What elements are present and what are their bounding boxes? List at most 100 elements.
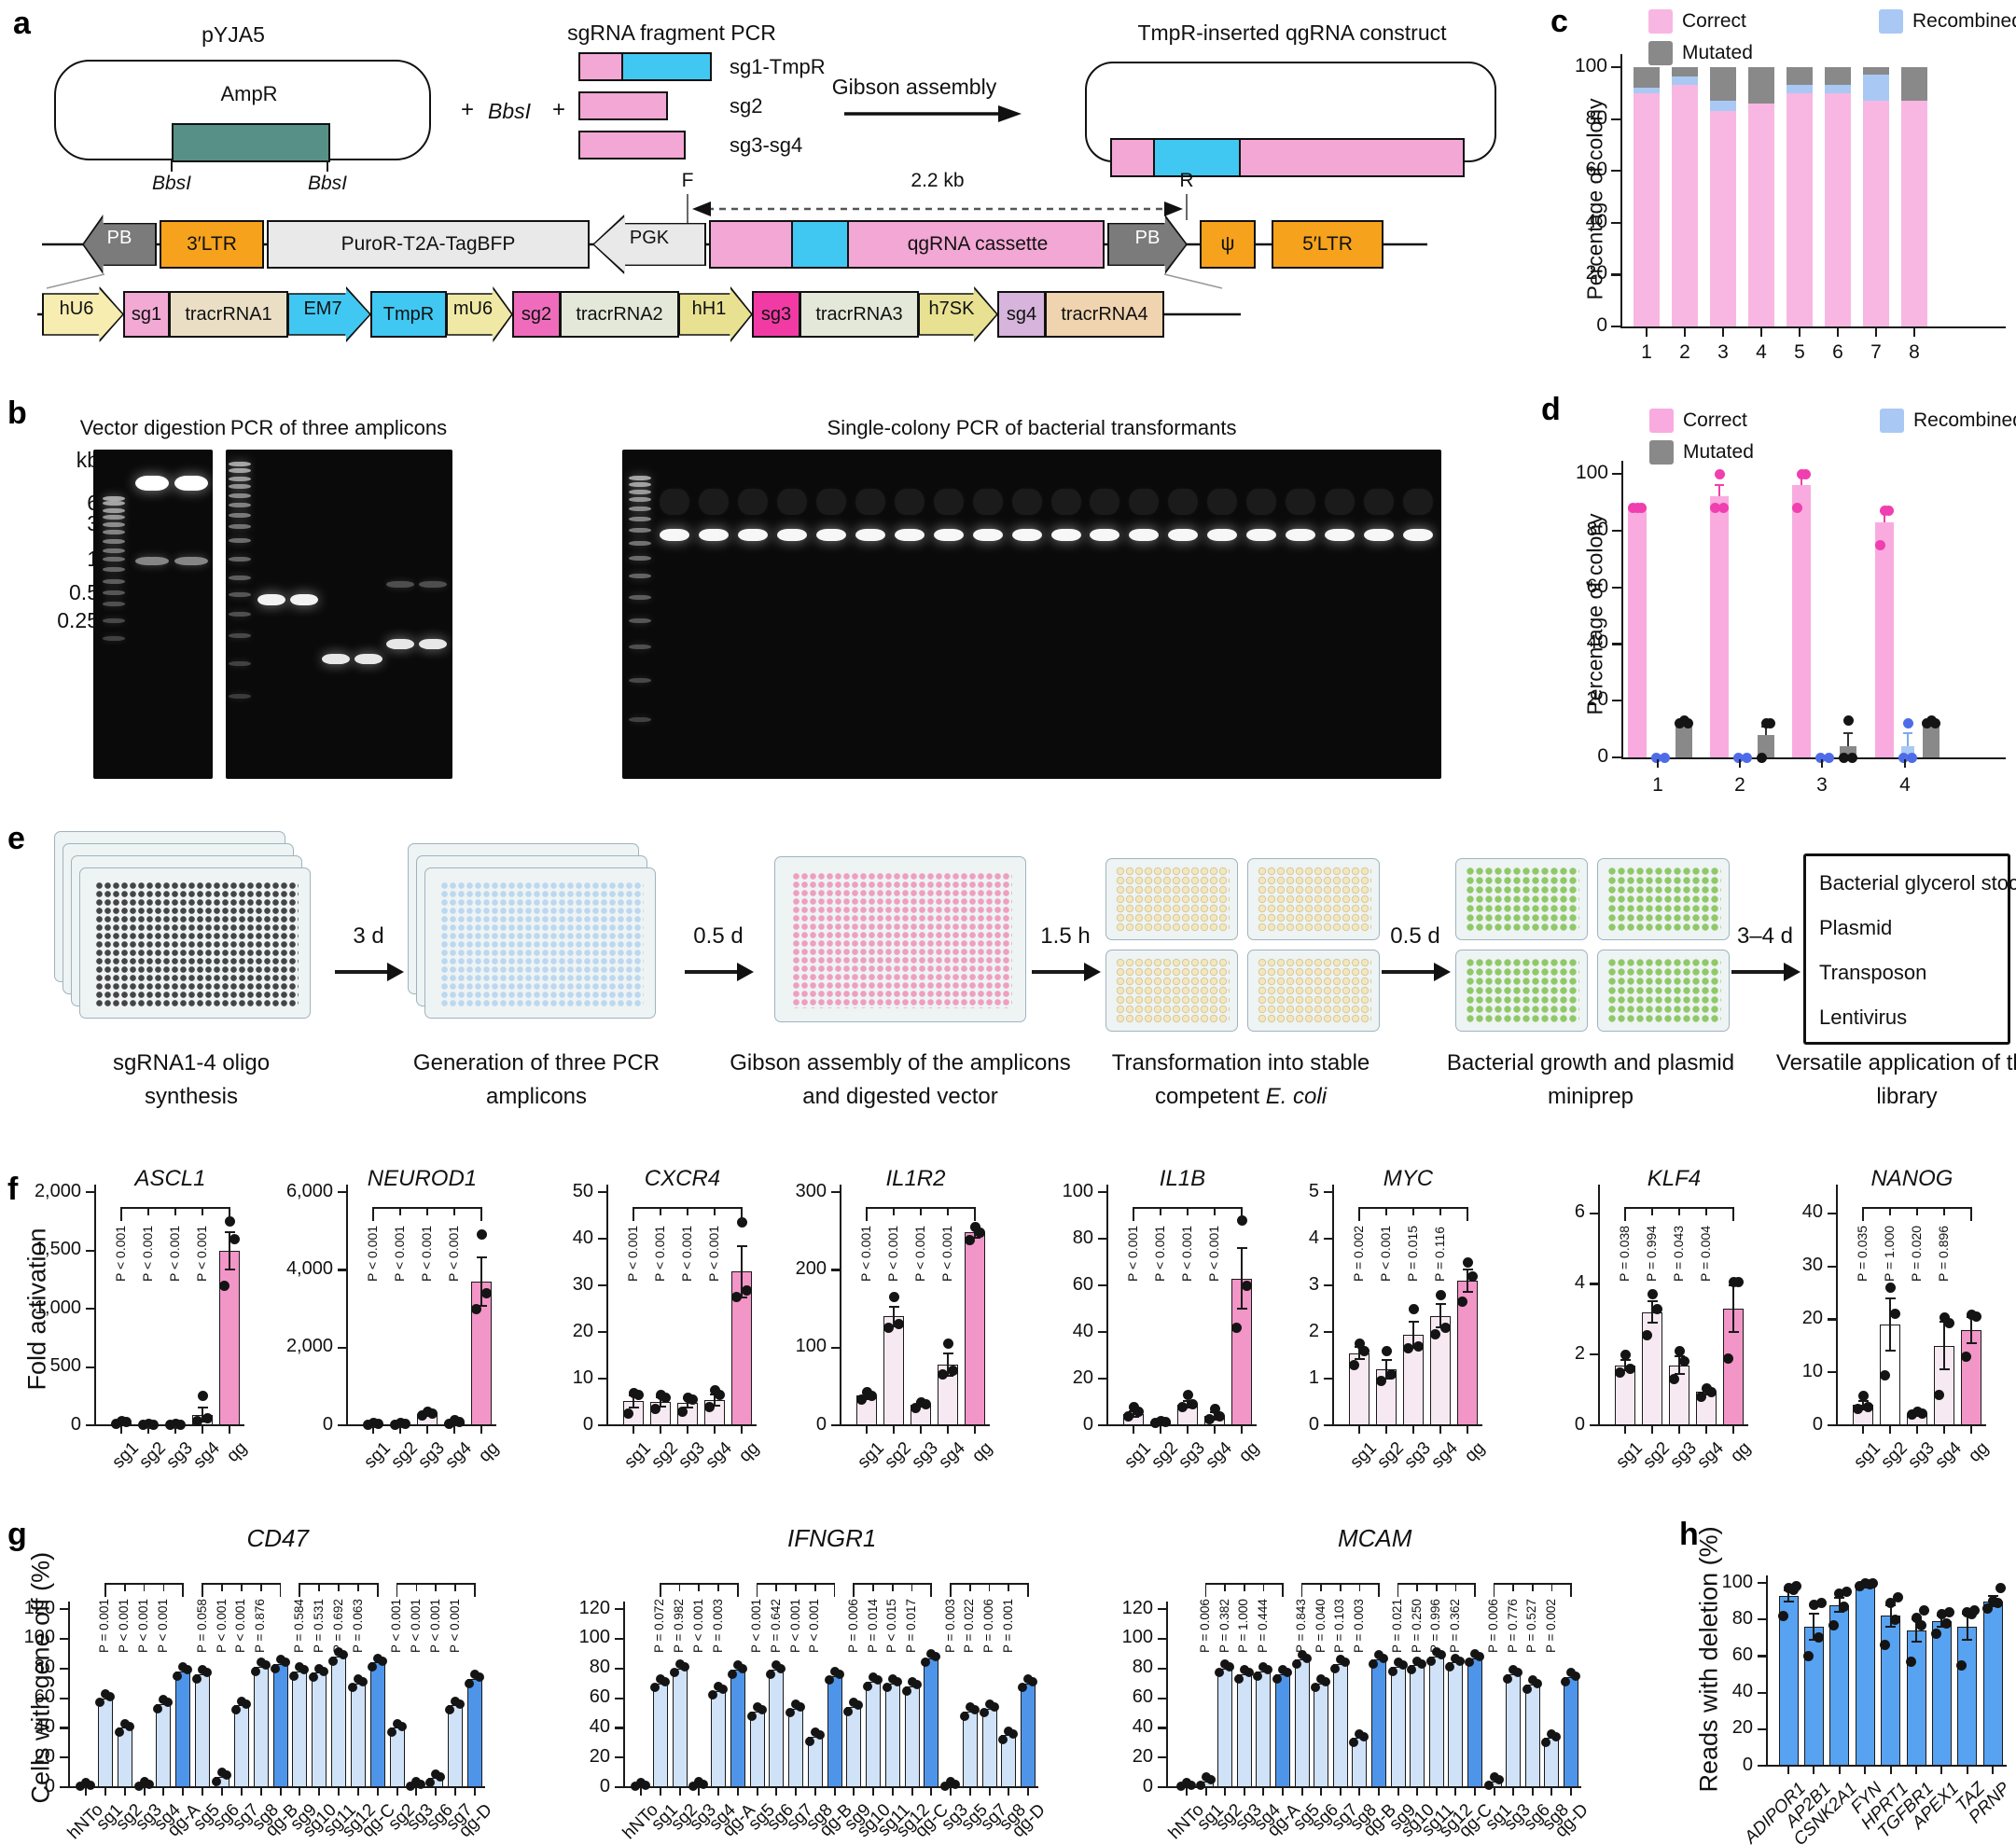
line <box>1783 1600 1794 1602</box>
line <box>229 1207 230 1221</box>
gel-band <box>229 468 251 474</box>
line <box>1531 1788 1534 1796</box>
gel-band <box>629 541 651 547</box>
line <box>1224 1583 1227 1591</box>
bar-FYN <box>1855 1584 1875 1766</box>
gel-band <box>229 476 251 481</box>
line <box>687 1207 688 1215</box>
line <box>1243 1583 1245 1591</box>
well-grid <box>440 881 644 1006</box>
y-tick-label: 60 <box>1132 1686 1153 1708</box>
data-point-dot <box>1445 1662 1455 1672</box>
gel-band <box>1168 489 1199 516</box>
stacked-segment-Correct <box>1710 111 1736 326</box>
line <box>831 1191 840 1194</box>
data-point-dot <box>1814 752 1826 763</box>
data-point-dot <box>1641 1329 1652 1340</box>
gel-band <box>103 521 125 527</box>
gel-band <box>698 489 729 516</box>
line <box>1943 1322 1945 1370</box>
line <box>775 1788 778 1796</box>
y-axis-title: Percentage of colony <box>1582 513 1607 715</box>
bar-sg5 <box>195 1674 211 1787</box>
data-point-dot <box>224 1215 235 1227</box>
p-value-label: P < 0.001 <box>233 1599 248 1653</box>
y-tick-label: 40 <box>572 1227 593 1248</box>
y-tick-label: 300 <box>795 1180 827 1201</box>
gel-band <box>1286 489 1316 516</box>
data-point-dot <box>1756 752 1767 763</box>
cassette-element-sg4: sg4 <box>997 291 1046 338</box>
data-point-dot <box>1239 1665 1249 1675</box>
y-tick-label: 0 <box>582 1413 593 1435</box>
data-point-dot <box>124 1721 134 1731</box>
line <box>1992 1767 1995 1774</box>
panel-label-a: a <box>13 6 31 41</box>
gel-band <box>933 529 964 542</box>
y-tick-label: 4 <box>1574 1272 1585 1294</box>
data-point-dot <box>1023 1673 1033 1684</box>
p-value-label: P = 0.996 <box>1428 1599 1443 1653</box>
stacked-segment-Mutated <box>1901 67 1927 102</box>
data-point-dot <box>1893 1592 1904 1603</box>
data-point-dot <box>1701 1382 1712 1394</box>
line <box>1620 1358 1631 1361</box>
y-tick-label: 0 <box>322 1413 333 1435</box>
line <box>86 1191 94 1194</box>
stacked-segment-Correct <box>1634 92 1660 326</box>
ampr-label: AmpR <box>220 82 278 105</box>
data-point-dot <box>907 1676 917 1686</box>
data-point-dot <box>86 1781 95 1791</box>
bar-sg6 <box>1524 1685 1540 1787</box>
data-point-dot <box>372 1653 382 1663</box>
gel-title: PCR of three amplicons <box>229 416 448 439</box>
line <box>795 1583 797 1591</box>
panel-label-e: e <box>7 821 25 856</box>
line <box>968 1583 971 1591</box>
line <box>480 1426 482 1434</box>
x-tick-label: 1 <box>1652 774 1663 796</box>
bar-qg-D <box>467 1678 482 1787</box>
p-value-label: P = 0.994 <box>1644 1225 1660 1282</box>
p-value-label: P = 0.006 <box>1486 1599 1501 1653</box>
line <box>318 1583 321 1591</box>
p-value-label: P = 0.527 <box>1524 1599 1539 1653</box>
line <box>1970 1207 1972 1221</box>
line <box>1758 1582 1766 1585</box>
line <box>1875 328 1877 337</box>
gel-band <box>629 489 651 494</box>
line <box>1903 732 1912 735</box>
data-point-dot <box>1182 1390 1193 1400</box>
line <box>240 1788 243 1796</box>
y-tick-label: 20 <box>589 1745 610 1767</box>
gel-band <box>1129 489 1160 516</box>
data-point-dot <box>703 1401 715 1412</box>
line <box>685 970 739 974</box>
gel-band <box>1403 489 1434 516</box>
data-point-dot <box>911 1680 922 1690</box>
y-tick-label: 5 <box>1308 1180 1319 1201</box>
y-tick-label: 6,000 <box>285 1180 333 1201</box>
p-value-label: P < 0.001 <box>113 1225 129 1282</box>
line <box>1358 1207 1360 1221</box>
p-value-label: P = 0.035 <box>1855 1225 1870 1282</box>
p-value-label: P = 0.003 <box>710 1599 725 1653</box>
x-tick-label: 1 <box>1641 341 1652 363</box>
line <box>698 1788 701 1796</box>
data-point-dot <box>1890 1614 1901 1625</box>
p-value-label: P < 0.001 <box>706 1225 722 1282</box>
map-arrow-label: PB <box>1134 228 1161 248</box>
line <box>606 1424 757 1427</box>
y-tick-label: 500 <box>49 1355 81 1377</box>
p-value-label: P < 0.015 <box>884 1599 899 1653</box>
data-point-dot <box>998 1735 1008 1745</box>
p-value-label: P < 0.001 <box>625 1225 641 1282</box>
caption-text: Gibson assembly of the amplicons <box>730 1050 1071 1075</box>
fragment-label: sg2 <box>730 94 763 118</box>
line <box>687 1426 688 1434</box>
data-point-dot <box>959 1711 969 1721</box>
line <box>1612 586 1621 589</box>
flow-arrow-head <box>1784 963 1800 981</box>
y-tick-label: 30 <box>1801 1255 1823 1276</box>
line <box>1828 1424 1836 1427</box>
